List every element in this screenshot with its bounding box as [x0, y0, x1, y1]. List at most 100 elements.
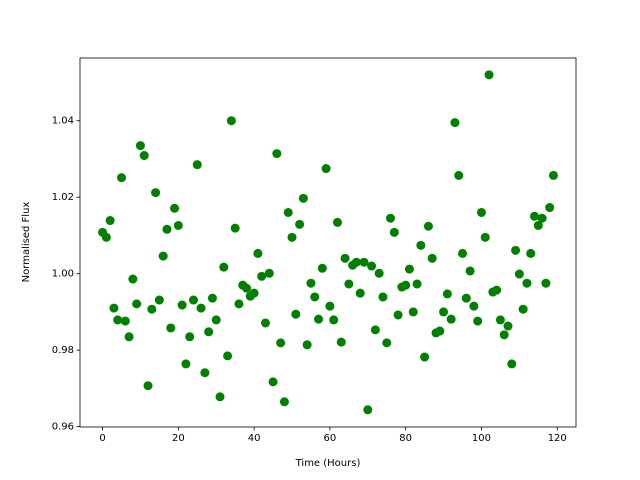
x-tick-label: 60: [324, 433, 337, 444]
point: [204, 327, 214, 337]
point: [382, 338, 392, 348]
point: [260, 318, 270, 328]
point: [188, 295, 198, 305]
point: [120, 316, 130, 326]
point: [249, 288, 259, 298]
point: [332, 217, 342, 227]
point: [132, 299, 142, 309]
point: [101, 232, 111, 242]
point: [458, 248, 468, 258]
point: [465, 266, 475, 276]
point: [378, 292, 388, 302]
point: [340, 253, 350, 263]
x-tick-label: 40: [248, 433, 261, 444]
plot-frame: [79, 57, 577, 428]
point: [211, 315, 221, 325]
point: [181, 359, 191, 369]
point: [325, 301, 335, 311]
point: [143, 381, 153, 391]
point: [461, 293, 471, 303]
point: [272, 149, 282, 159]
point: [499, 330, 509, 340]
x-tick-label: 80: [399, 433, 412, 444]
point: [351, 257, 361, 267]
point: [416, 240, 426, 250]
point: [124, 332, 134, 342]
point: [545, 203, 555, 213]
y-tick-label: 0.96: [52, 422, 74, 433]
point: [298, 193, 308, 203]
point: [268, 377, 278, 387]
point: [295, 219, 305, 229]
point: [219, 262, 229, 272]
point: [370, 325, 380, 335]
point: [355, 288, 365, 298]
point: [154, 295, 164, 305]
point: [408, 307, 418, 317]
point: [113, 315, 123, 325]
point: [446, 314, 456, 324]
y-tick-label: 1.04: [52, 116, 74, 127]
point: [257, 271, 267, 281]
point: [329, 315, 339, 325]
x-tick-label: 20: [172, 433, 185, 444]
point: [139, 151, 149, 161]
point: [234, 299, 244, 309]
point: [310, 292, 320, 302]
point: [420, 352, 430, 362]
point: [495, 315, 505, 325]
point: [359, 257, 369, 267]
point: [166, 323, 176, 333]
point: [454, 170, 464, 180]
point: [253, 248, 263, 258]
point: [242, 283, 252, 293]
point: [442, 289, 452, 299]
point: [147, 304, 157, 314]
point: [336, 337, 346, 347]
point: [511, 245, 521, 255]
point: [412, 279, 422, 289]
point: [230, 223, 240, 233]
point: [514, 269, 524, 279]
point: [526, 248, 536, 258]
point: [503, 321, 513, 331]
point: [314, 314, 324, 324]
x-tick-label: 0: [99, 433, 105, 444]
point: [223, 351, 233, 361]
x-tick-label: 120: [548, 433, 567, 444]
point: [507, 359, 517, 369]
point: [389, 227, 399, 237]
point: [264, 268, 274, 278]
point: [128, 274, 138, 284]
point: [476, 207, 486, 217]
point: [116, 173, 126, 183]
point: [480, 232, 490, 242]
point: [367, 261, 377, 271]
point: [215, 392, 225, 402]
point: [207, 293, 217, 303]
point: [439, 307, 449, 317]
point: [321, 164, 331, 174]
point: [135, 141, 145, 151]
point: [109, 303, 119, 313]
point: [226, 116, 236, 126]
point: [530, 211, 540, 221]
point: [279, 397, 289, 407]
point: [162, 224, 172, 234]
point: [522, 278, 532, 288]
point: [450, 118, 460, 128]
point: [192, 160, 202, 170]
point: [151, 188, 161, 198]
point: [533, 220, 543, 230]
y-axis-label: Normalised Flux: [21, 202, 32, 283]
point: [344, 279, 354, 289]
point: [363, 405, 373, 415]
point: [469, 301, 479, 311]
point: [200, 368, 210, 378]
x-axis-label: Time (Hours): [295, 458, 361, 469]
point: [287, 232, 297, 242]
point: [158, 251, 168, 261]
point: [276, 338, 286, 348]
